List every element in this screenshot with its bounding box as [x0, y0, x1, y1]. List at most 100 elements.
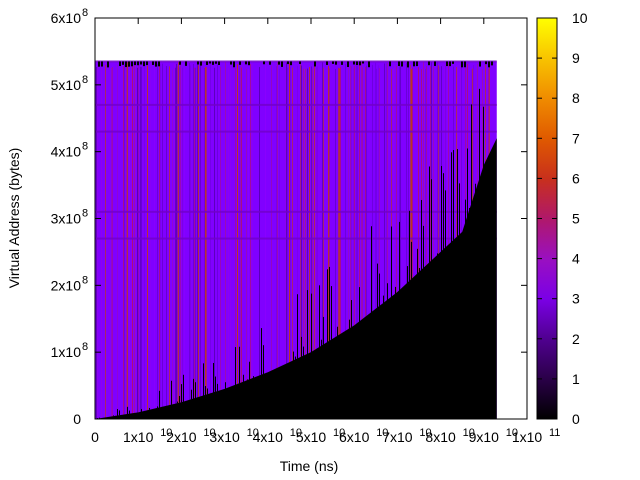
inactive-stripe — [195, 382, 196, 399]
x-tick-label: 2x10 — [166, 429, 197, 445]
top-fringe — [407, 61, 409, 68]
inactive-stripe — [193, 378, 194, 399]
top-fringe — [131, 61, 133, 67]
data-stripe — [140, 66, 141, 419]
data-stripe — [376, 68, 377, 419]
y-axis-label: Virtual Address (bytes) — [6, 148, 22, 289]
data-stripe — [134, 63, 135, 419]
data-stripe — [412, 67, 413, 419]
address-bands — [95, 60, 497, 240]
data-stripe — [300, 64, 301, 419]
data-stripe — [159, 63, 160, 419]
x-tick-label: 4x10 — [253, 429, 284, 445]
top-fringe — [326, 61, 328, 65]
data-stripe — [220, 66, 221, 419]
address-band — [95, 103, 497, 106]
data-stripe — [239, 65, 240, 419]
data-stripe — [316, 67, 317, 419]
inactive-stripe — [321, 339, 322, 346]
top-fringe — [128, 61, 130, 67]
data-stripe — [396, 66, 397, 419]
data-stripe — [177, 65, 178, 419]
data-stripe — [112, 67, 113, 419]
data-stripe — [141, 66, 142, 419]
x-tick-label: 8x10 — [425, 429, 456, 445]
inactive-stripe — [483, 106, 484, 168]
data-stripe — [228, 68, 229, 419]
data-stripe — [182, 67, 183, 419]
top-fringe — [146, 61, 148, 66]
data-stripe — [225, 61, 226, 419]
top-fringe — [185, 61, 187, 66]
data-stripe — [179, 67, 180, 419]
inactive-stripe — [129, 410, 130, 414]
data-stripe — [144, 64, 145, 419]
x-tick-exponent: 11 — [549, 427, 560, 439]
data-stripe — [356, 62, 357, 419]
data-stripe — [408, 63, 409, 419]
plot-area — [95, 60, 497, 419]
data-stripe — [117, 64, 118, 419]
top-fringe — [446, 61, 448, 67]
data-stripe — [447, 67, 448, 419]
data-stripe — [361, 61, 362, 419]
top-fringe — [107, 61, 109, 68]
data-stripe — [287, 67, 288, 419]
colorbar-tick-label: 0 — [572, 411, 580, 427]
data-stripe — [172, 69, 173, 419]
inactive-stripe — [475, 183, 476, 193]
top-fringe — [479, 61, 481, 67]
top-fringe — [434, 61, 436, 66]
data-stripe — [265, 65, 266, 419]
top-fringe — [263, 61, 265, 65]
inactive-stripe — [203, 363, 204, 396]
top-fringe — [269, 61, 271, 65]
data-stripe — [339, 68, 340, 419]
x-tick-exponent: 10 — [376, 427, 388, 439]
data-stripe — [131, 66, 132, 419]
top-fringe — [281, 61, 283, 67]
data-stripe — [250, 63, 251, 419]
data-stripe — [240, 65, 241, 419]
data-stripe — [154, 67, 155, 419]
inactive-stripe — [243, 374, 244, 382]
data-stripe — [303, 68, 304, 419]
data-stripe — [235, 67, 236, 419]
data-stripe — [271, 65, 272, 419]
data-stripe — [189, 62, 190, 419]
x-tick-label: 5x10 — [296, 429, 327, 445]
inactive-stripe — [117, 409, 118, 416]
data-stripe — [418, 67, 419, 419]
top-fringe — [206, 61, 208, 65]
inactive-stripe — [113, 415, 114, 417]
inactive-stripe — [409, 210, 410, 282]
data-stripe — [375, 62, 376, 419]
data-stripe — [195, 67, 196, 419]
data-stripe — [444, 66, 445, 419]
data-stripe — [314, 65, 315, 419]
data-stripe — [290, 66, 291, 419]
data-stripe — [286, 62, 287, 419]
top-fringe — [341, 61, 343, 65]
x-tick-exponent: 10 — [506, 427, 518, 439]
colorbar-tick-label: 3 — [572, 291, 580, 307]
data-stripe — [178, 61, 179, 419]
top-fringe — [461, 61, 463, 68]
inactive-stripe — [327, 269, 328, 343]
x-tick-label: 1x10 — [123, 429, 154, 445]
x-tick-label: 6x10 — [339, 429, 370, 445]
data-stripe — [366, 65, 367, 419]
data-stripe — [354, 65, 355, 419]
colorbar-tick-label: 1 — [572, 371, 580, 387]
top-fringe — [212, 61, 214, 65]
colorbar-tick-label: 9 — [572, 50, 580, 66]
data-stripe — [328, 65, 329, 419]
data-stripe — [96, 66, 97, 419]
data-stripe — [350, 65, 351, 419]
top-fringe — [98, 61, 100, 67]
top-fringe — [278, 61, 280, 65]
inactive-stripe — [371, 226, 372, 313]
data-stripe — [384, 63, 385, 419]
data-stripe — [160, 63, 161, 419]
